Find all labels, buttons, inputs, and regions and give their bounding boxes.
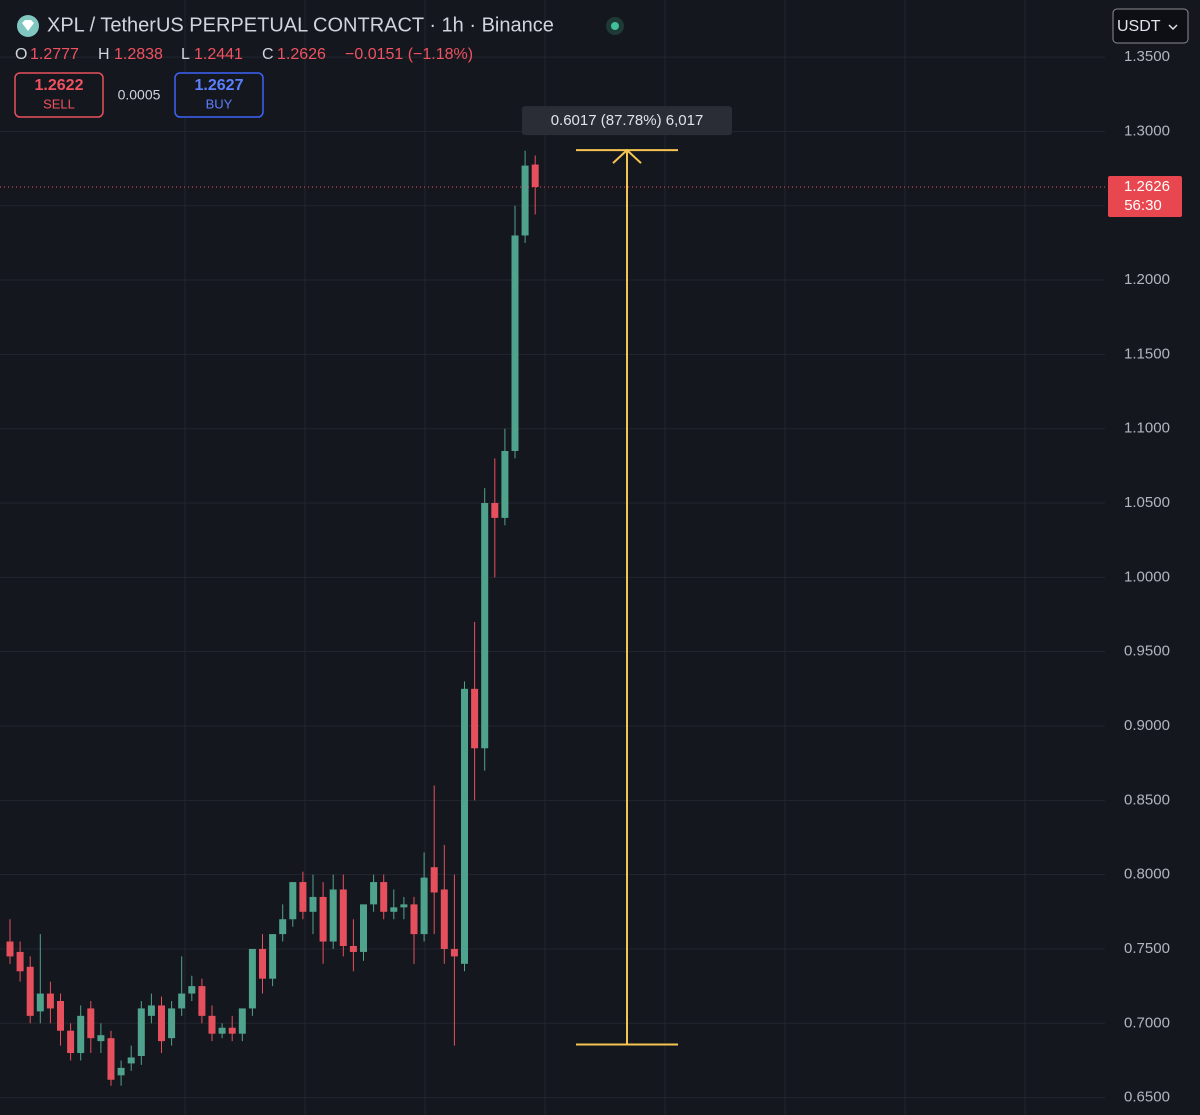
- candle-body: [77, 1015, 85, 1054]
- candle-body: [6, 941, 14, 957]
- y-tick-label: 0.8000: [1124, 866, 1170, 883]
- candle-body: [299, 882, 307, 912]
- candle-body: [461, 688, 468, 964]
- candle-body: [16, 951, 24, 972]
- buy-button[interactable]: [174, 72, 264, 118]
- candle-body: [370, 882, 378, 905]
- y-tick-label: 0.6500: [1124, 1089, 1170, 1106]
- candle-body: [198, 986, 206, 1016]
- ohlc-key: L: [181, 46, 190, 63]
- logo-icon: [22, 20, 34, 31]
- candle-body: [339, 889, 347, 946]
- candle-body: [218, 1027, 226, 1034]
- y-tick-label: 0.7000: [1124, 1014, 1170, 1031]
- candle-body: [87, 1008, 95, 1039]
- candle-body: [26, 966, 34, 1016]
- candle-body: [410, 904, 418, 935]
- candle-body: [137, 1008, 145, 1056]
- candle-body: [349, 945, 357, 952]
- y-tick-label: 0.9000: [1124, 717, 1170, 734]
- candle-body: [400, 904, 408, 908]
- candle-body: [521, 165, 529, 236]
- ohlc-key: O: [15, 46, 27, 63]
- candle-body: [269, 934, 277, 979]
- ohlc-key: C: [262, 46, 274, 63]
- measure-label: 0.6017 (87.78%) 6,017: [551, 112, 704, 129]
- candle-body: [117, 1067, 125, 1076]
- sell-price: 1.2622: [35, 77, 84, 94]
- grid: [0, 0, 1105, 1115]
- candle-body: [471, 688, 479, 749]
- candle-body: [248, 948, 256, 1009]
- ohlc-value: 1.2777: [30, 46, 79, 63]
- candle-body: [36, 993, 44, 1012]
- candle-body: [440, 889, 448, 949]
- candle-body: [531, 164, 539, 187]
- y-tick-label: 0.7500: [1124, 940, 1170, 957]
- status-dot: [611, 22, 619, 30]
- last-price-label: 1.2626: [1124, 178, 1170, 195]
- measure-label-box: [522, 106, 732, 136]
- buy-label: BUY: [206, 96, 233, 111]
- y-tick-label: 1.0000: [1124, 568, 1170, 585]
- candle-body: [147, 1005, 155, 1016]
- y-tick-label: 1.0500: [1124, 494, 1170, 511]
- candle-body: [57, 1000, 64, 1031]
- ohlc-change: −0.0151 (−1.18%): [345, 46, 473, 63]
- candle-body: [97, 1035, 105, 1042]
- candle-body: [491, 503, 499, 518]
- y-tick-label: 0.9500: [1124, 643, 1170, 660]
- y-tick-label: 1.3500: [1124, 48, 1170, 65]
- candle-body: [319, 896, 327, 942]
- candle-body: [511, 235, 519, 451]
- candle-body: [238, 1008, 246, 1034]
- candle-body: [360, 904, 367, 952]
- candle-body: [168, 1008, 176, 1039]
- plot: [6, 150, 539, 1086]
- currency-button[interactable]: [1112, 8, 1189, 44]
- spread: 0.0005: [118, 87, 161, 103]
- candle-body: [178, 993, 186, 1009]
- candle-body: [289, 882, 297, 920]
- countdown: 56:30: [1124, 197, 1162, 214]
- candle-body: [208, 1015, 216, 1034]
- candle-body: [107, 1038, 115, 1080]
- candle-body: [259, 948, 266, 979]
- candle-body: [127, 1057, 135, 1064]
- chevron: [1168, 24, 1178, 31]
- measure-arrow: [612, 148, 642, 164]
- candle-body: [158, 1005, 165, 1042]
- y-tick-label: 1.2000: [1124, 271, 1170, 288]
- candle-body: [380, 882, 388, 912]
- candle-body: [481, 503, 489, 749]
- candle-body: [329, 889, 337, 942]
- ohlc-key: H: [98, 46, 110, 63]
- y-tick-label: 1.3000: [1124, 122, 1170, 139]
- candle-body: [46, 993, 54, 1009]
- ohlc-value: 1.2838: [114, 46, 163, 63]
- candle-body: [420, 877, 428, 935]
- chart-title: XPL / TetherUS PERPETUAL CONTRACT · 1h ·…: [47, 14, 554, 36]
- candle-body: [501, 450, 509, 518]
- candle-body: [390, 907, 398, 912]
- ohlc-value: 1.2441: [194, 46, 243, 63]
- candle-body: [309, 896, 317, 912]
- y-tick-label: 0.8500: [1124, 791, 1170, 808]
- sell-button[interactable]: [14, 72, 104, 118]
- y-tick-label: 1.1000: [1124, 420, 1170, 437]
- ohlc-value: 1.2626: [277, 46, 326, 63]
- candle-body: [67, 1030, 75, 1054]
- y-tick-label: 1.1500: [1124, 345, 1170, 362]
- candle-body: [450, 948, 458, 957]
- candle-body: [279, 919, 287, 935]
- candle-body: [430, 867, 438, 893]
- sell-label: SELL: [43, 96, 75, 111]
- candle-body: [228, 1027, 236, 1034]
- last-price-tag: [1108, 175, 1182, 217]
- candle-body: [188, 986, 196, 994]
- currency: USDT: [1117, 18, 1161, 35]
- buy-price: 1.2627: [195, 77, 244, 94]
